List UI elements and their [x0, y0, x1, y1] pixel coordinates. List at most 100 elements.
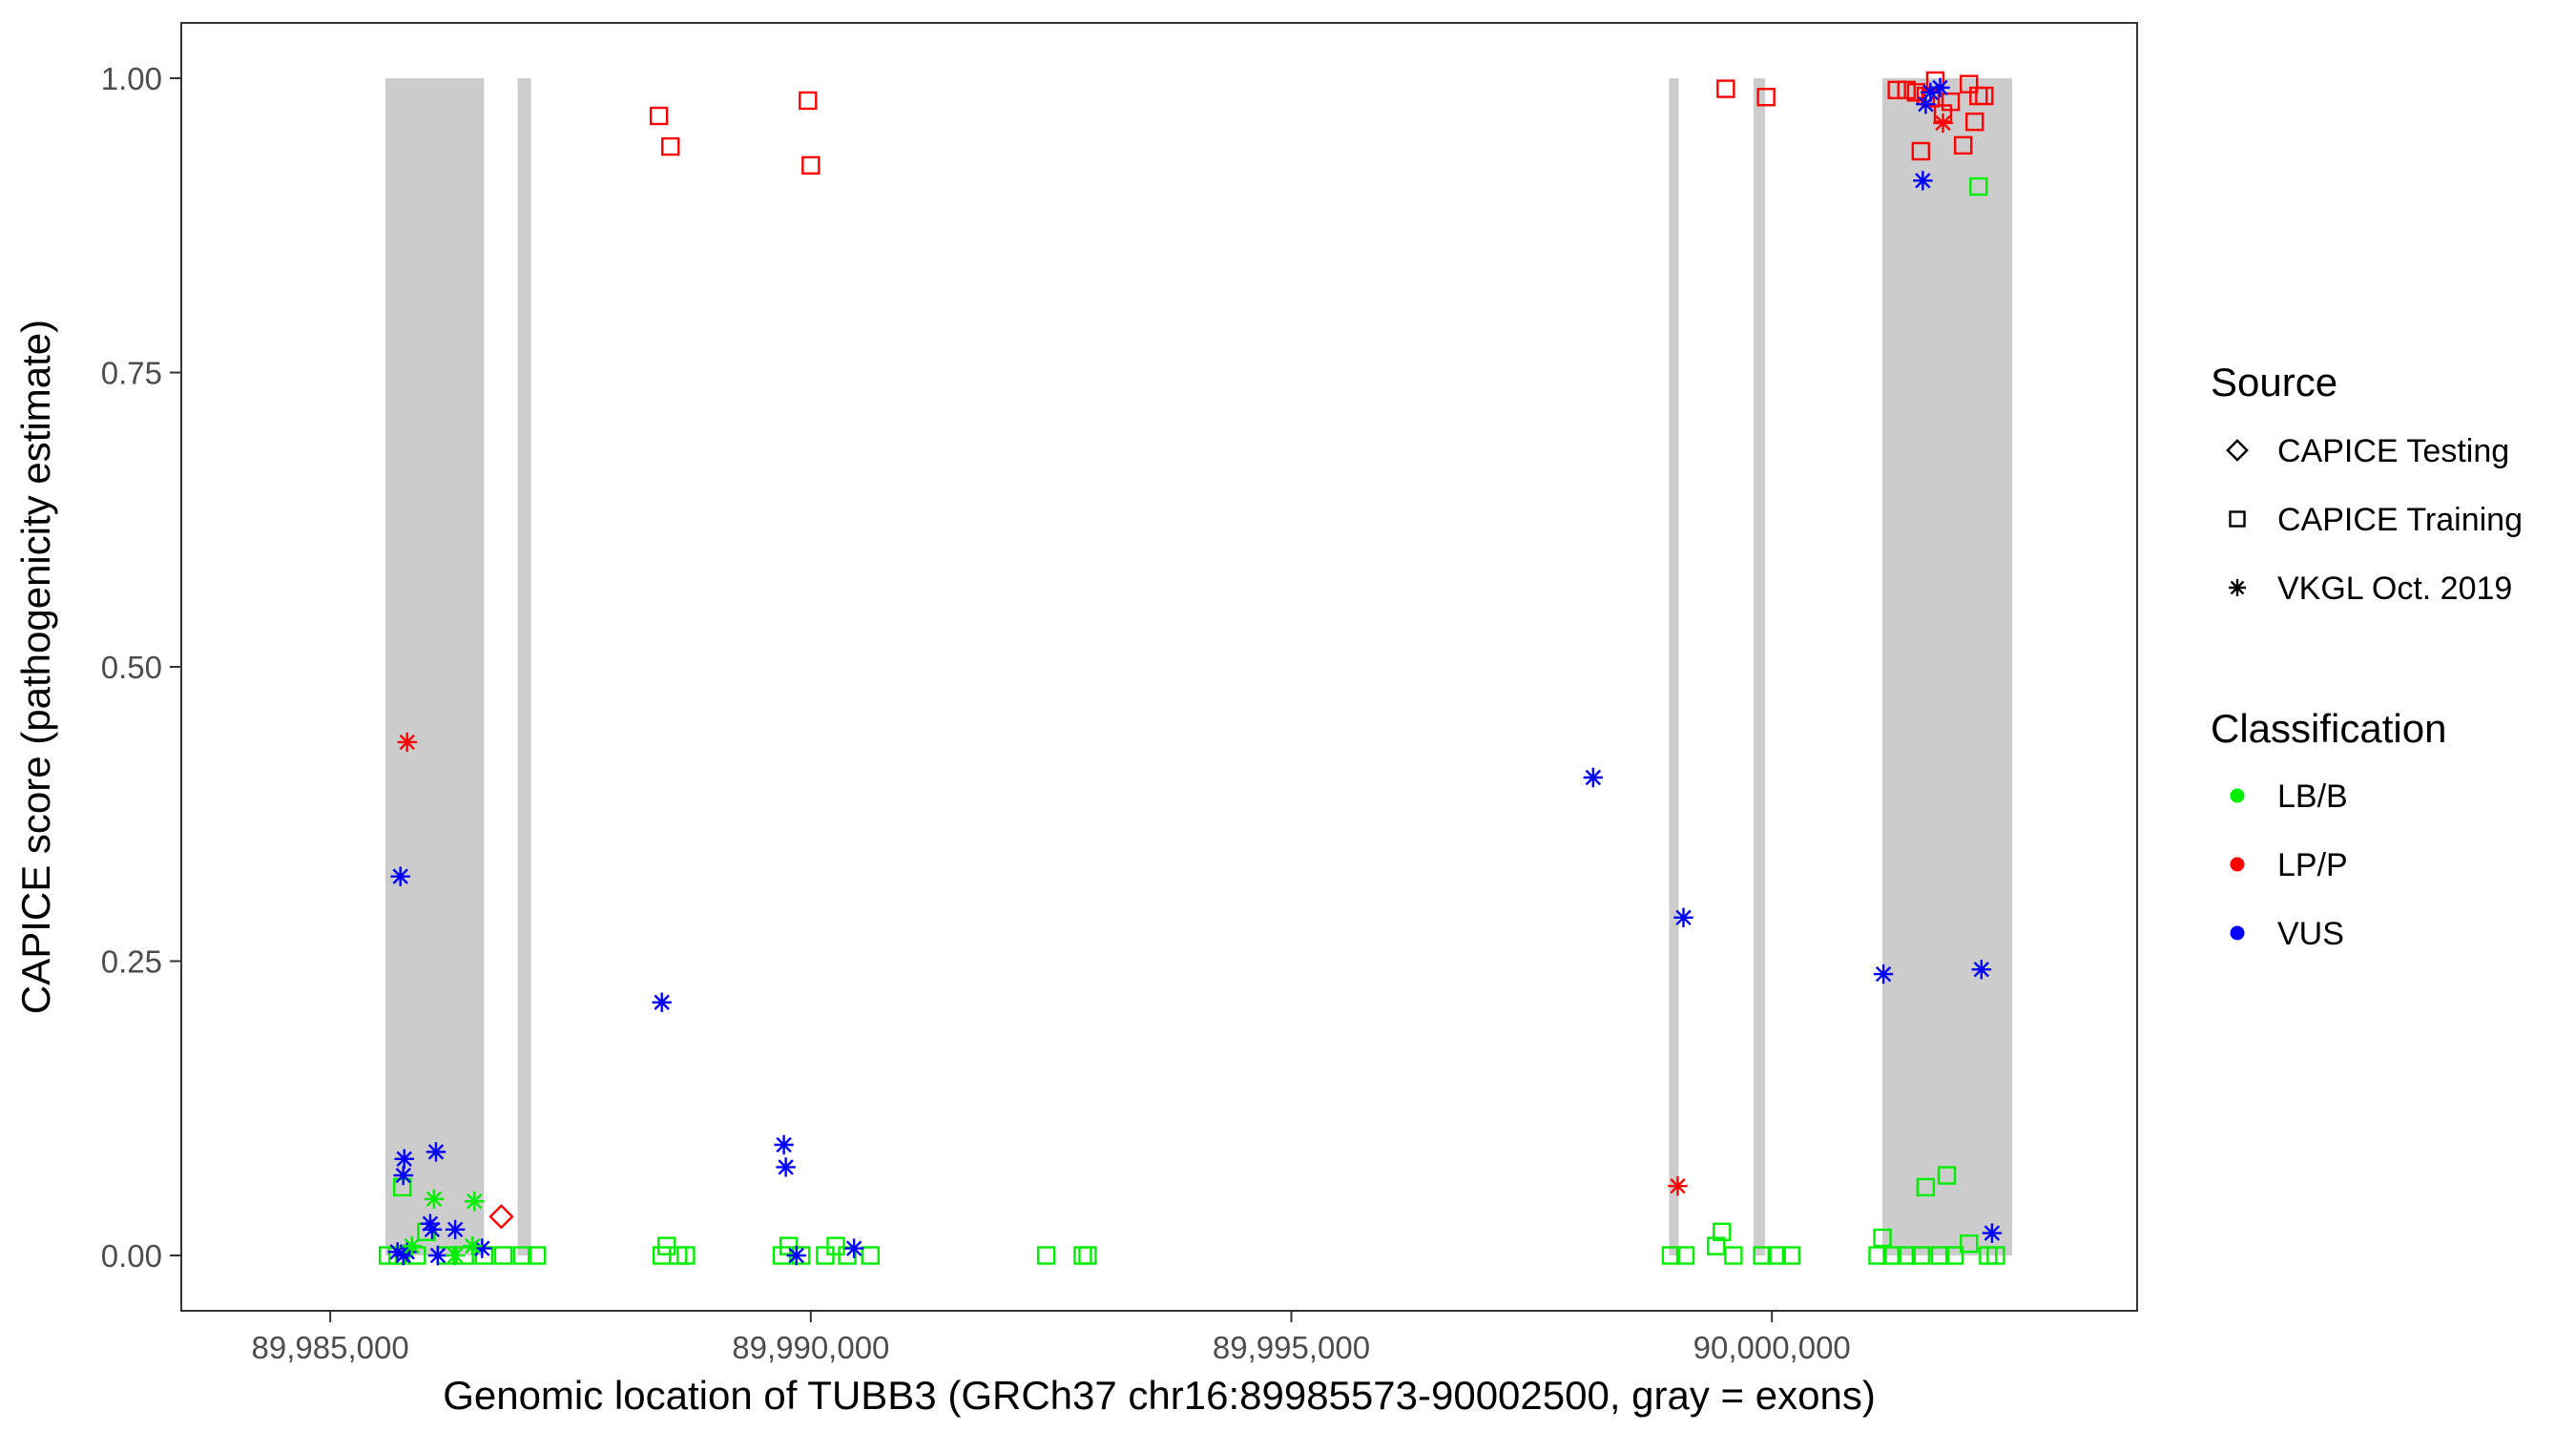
legend-title-classification: Classification: [2211, 706, 2446, 751]
data-point: [1887, 80, 1906, 100]
data-point: [1986, 1246, 2005, 1265]
x-tick-label: 89,995,000: [1213, 1330, 1370, 1365]
y-axis-title: CAPICE score (pathogenicity estimate): [13, 320, 58, 1014]
exon-band: [517, 77, 531, 1256]
data-point: [652, 1246, 672, 1265]
x-tick-label: 89,990,000: [732, 1330, 889, 1365]
data-point: [1767, 1246, 1786, 1265]
data-point: [512, 1246, 532, 1265]
data-point: [472, 1238, 492, 1258]
data-point: [801, 156, 821, 176]
data-point: [1673, 907, 1693, 928]
data-point: [661, 136, 680, 156]
data-points: [378, 71, 2005, 1266]
data-point: [1668, 1176, 1688, 1196]
x-tick-label: 89,985,000: [252, 1330, 409, 1365]
data-point: [1982, 1223, 2003, 1243]
data-point: [1933, 113, 1953, 134]
data-point: [1753, 1246, 1772, 1265]
data-point: [1897, 1246, 1916, 1265]
exon-band: [1754, 77, 1766, 1256]
legend-key-diamond: [2226, 439, 2249, 462]
data-point: [1724, 1246, 1743, 1265]
data-point: [426, 1142, 447, 1162]
legend-key-square: [2229, 510, 2246, 528]
data-point: [402, 1235, 422, 1256]
exon-band: [1669, 77, 1679, 1256]
legend-key-dot: [2230, 857, 2245, 872]
x-axis-title: Genomic location of TUBB3 (GRCh37 chr16:…: [443, 1373, 1876, 1418]
data-point: [465, 1192, 485, 1212]
data-point: [1930, 1246, 1950, 1265]
data-point: [1036, 1246, 1056, 1265]
data-point: [393, 1165, 413, 1186]
exon-band: [384, 77, 485, 1256]
data-point: [1675, 1246, 1695, 1265]
y-tick-label: 0.00: [101, 1238, 162, 1274]
x-tick-label: 90,000,000: [1693, 1330, 1851, 1365]
legend-title-source: Source: [2211, 360, 2337, 404]
data-point: [390, 866, 410, 886]
data-point: [1916, 93, 1936, 114]
legend-label: VUS: [2277, 916, 2344, 952]
data-point: [528, 1246, 547, 1265]
data-point: [394, 1149, 414, 1170]
data-point: [1756, 88, 1776, 107]
data-point: [1944, 1246, 1964, 1265]
legend: Source CAPICE Testing CAPICE Training VKGL…: [2211, 360, 2523, 952]
data-point: [1965, 112, 1984, 132]
data-point: [826, 1236, 845, 1255]
data-point: [1707, 1236, 1726, 1255]
data-point: [1930, 77, 1950, 98]
y-axis: 0.00 0.25 0.50 0.75 1.00: [101, 61, 181, 1274]
data-point: [1953, 135, 1973, 156]
data-point: [397, 732, 417, 753]
data-point: [1873, 1228, 1892, 1248]
legend-label: CAPICE Testing: [2277, 433, 2509, 469]
y-tick-label: 0.50: [101, 650, 162, 685]
data-point: [1971, 959, 1992, 980]
data-point: [427, 1245, 448, 1266]
data-point: [676, 1246, 696, 1265]
data-point: [1868, 1246, 1887, 1265]
data-point: [843, 1238, 864, 1258]
data-point: [649, 106, 669, 126]
data-point: [1873, 964, 1894, 985]
legend-label: LB/B: [2277, 778, 2348, 815]
data-point: [1583, 767, 1604, 788]
data-point: [1911, 1246, 1931, 1265]
x-axis: 89,985,000 89,990,000 89,995,000 90,000,000: [252, 1311, 1851, 1365]
data-point: [1781, 1246, 1801, 1265]
data-point: [445, 1219, 466, 1240]
data-point: [779, 1236, 799, 1255]
data-point: [1960, 74, 1979, 93]
data-point: [424, 1189, 445, 1209]
data-point: [1078, 1246, 1097, 1265]
legend-label: VKGL Oct. 2019: [2277, 570, 2512, 607]
data-point: [776, 1157, 796, 1177]
data-point: [422, 1219, 443, 1240]
data-point: [420, 1213, 441, 1234]
data-point: [1913, 171, 1933, 191]
data-point: [861, 1246, 880, 1265]
legend-key-dot: [2230, 788, 2245, 803]
data-point: [1975, 86, 1994, 106]
legend-label: LP/P: [2277, 847, 2348, 883]
data-point: [1937, 1166, 1957, 1185]
data-point: [657, 1236, 676, 1255]
exon-band: [1882, 77, 2013, 1256]
data-point: [445, 1245, 466, 1266]
legend-key-asterisk: [2229, 579, 2246, 596]
data-point: [493, 1246, 513, 1265]
data-point: [1916, 1177, 1936, 1197]
data-point: [652, 992, 672, 1012]
y-tick-label: 0.25: [101, 944, 162, 980]
data-point: [463, 1235, 483, 1256]
data-point: [488, 1204, 514, 1230]
data-point: [1960, 1234, 1979, 1254]
data-point: [786, 1245, 806, 1266]
data-point: [1713, 1222, 1732, 1242]
y-tick-label: 0.75: [101, 355, 162, 390]
data-point: [1073, 1246, 1092, 1265]
